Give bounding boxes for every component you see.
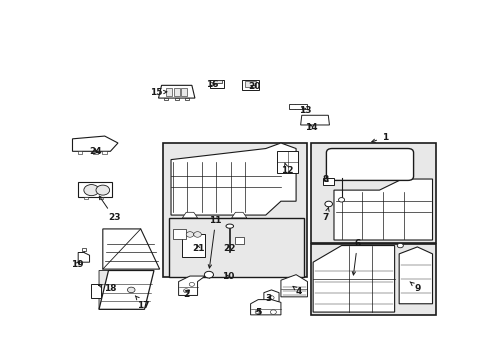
Bar (185, 98, 189, 100)
Bar (311, 244, 435, 315)
Polygon shape (182, 212, 197, 218)
Polygon shape (264, 290, 279, 302)
Polygon shape (280, 275, 307, 297)
Text: 6: 6 (351, 239, 360, 275)
Polygon shape (250, 300, 280, 315)
Polygon shape (182, 234, 205, 257)
Circle shape (396, 243, 403, 248)
Bar (323, 179, 334, 185)
Text: 11: 11 (208, 216, 222, 268)
Circle shape (193, 232, 201, 237)
Circle shape (338, 198, 344, 202)
Bar (164, 98, 168, 100)
Polygon shape (82, 248, 85, 251)
Polygon shape (78, 182, 112, 197)
Circle shape (270, 310, 276, 314)
Polygon shape (231, 212, 246, 218)
Text: 17: 17 (135, 296, 150, 310)
Text: 21: 21 (192, 244, 204, 253)
Bar (99, 197, 102, 199)
Text: 8: 8 (322, 175, 328, 184)
Text: 4: 4 (292, 286, 302, 296)
Bar (311, 143, 435, 243)
Bar (212, 80, 222, 83)
Text: 13: 13 (299, 106, 311, 115)
Circle shape (186, 232, 193, 237)
Circle shape (255, 310, 261, 314)
Bar (173, 229, 186, 239)
Text: 15: 15 (150, 88, 166, 97)
Text: 18: 18 (99, 284, 117, 293)
Bar (93, 151, 97, 153)
Bar (175, 98, 178, 100)
Text: 1: 1 (371, 133, 387, 142)
Bar (163, 143, 307, 278)
Polygon shape (333, 179, 432, 240)
Circle shape (268, 296, 274, 300)
Circle shape (324, 201, 332, 207)
Circle shape (84, 185, 99, 196)
Polygon shape (99, 270, 122, 309)
Text: 20: 20 (248, 82, 260, 91)
Circle shape (189, 283, 194, 286)
Polygon shape (78, 252, 89, 262)
Text: 14: 14 (305, 123, 317, 132)
Polygon shape (398, 247, 432, 304)
Bar (244, 81, 256, 87)
Text: 10: 10 (221, 273, 234, 282)
Text: 7: 7 (322, 208, 328, 222)
Bar (181, 88, 187, 96)
Bar (242, 80, 259, 90)
Bar (173, 88, 180, 96)
Text: 12: 12 (280, 163, 293, 175)
Bar (84, 197, 87, 199)
Text: 2: 2 (183, 289, 189, 298)
Polygon shape (171, 143, 296, 215)
Bar (169, 218, 303, 278)
Polygon shape (288, 104, 307, 109)
Circle shape (127, 287, 135, 293)
Polygon shape (178, 276, 205, 296)
Polygon shape (158, 85, 195, 98)
Polygon shape (99, 270, 154, 309)
Bar (166, 88, 172, 96)
Text: 5: 5 (255, 307, 261, 316)
Text: 19: 19 (71, 261, 83, 269)
Text: 3: 3 (265, 294, 271, 303)
Polygon shape (91, 284, 101, 298)
Polygon shape (300, 115, 329, 125)
FancyBboxPatch shape (326, 149, 413, 180)
Text: 9: 9 (409, 282, 421, 293)
Bar (210, 80, 224, 89)
Polygon shape (312, 246, 394, 312)
Text: 23: 23 (99, 196, 120, 222)
Bar (102, 151, 107, 153)
Bar (235, 237, 244, 244)
Circle shape (204, 271, 213, 278)
Text: 24: 24 (89, 147, 102, 156)
Ellipse shape (225, 224, 233, 228)
Circle shape (92, 293, 98, 297)
Text: 16: 16 (206, 80, 219, 89)
Bar (78, 151, 82, 153)
Text: 22: 22 (223, 244, 235, 253)
Bar (277, 151, 297, 174)
Circle shape (96, 185, 109, 195)
Polygon shape (72, 136, 118, 151)
Circle shape (183, 289, 188, 293)
Polygon shape (102, 229, 159, 269)
